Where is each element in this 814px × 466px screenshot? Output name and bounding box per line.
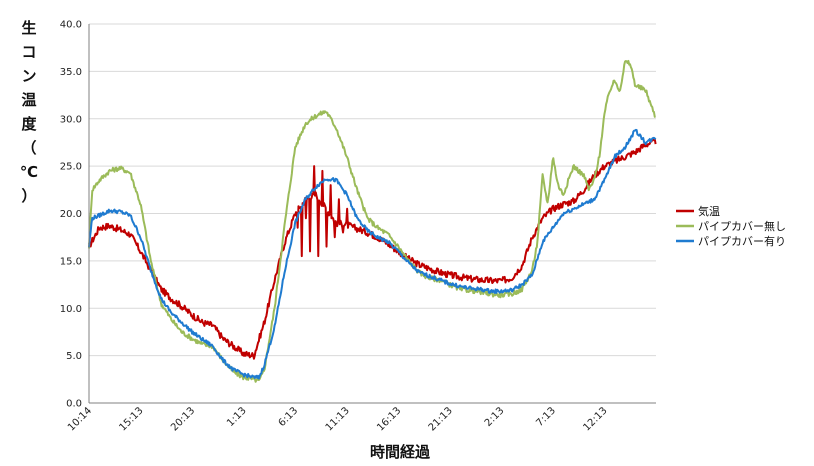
y-axis-label: 生コン温度（℃）: [20, 19, 38, 205]
x-tick-label: 10:14: [66, 405, 94, 433]
legend-label: パイプカバー有り: [698, 234, 786, 248]
x-tick-label: 2:13: [483, 405, 507, 429]
x-tick-label: 11:13: [324, 405, 352, 433]
y-tick-label: 35.0: [60, 67, 82, 78]
y-tick-label: 40.0: [60, 20, 82, 31]
series-line: [88, 138, 657, 360]
x-axis-ticks: 10:14 15:13 20:13 1:13 6:13 11:13 16:13 21:13 2:…: [66, 405, 610, 433]
y-tick-label: 15.0: [60, 256, 82, 267]
y-tick-label: 0.0: [66, 399, 82, 410]
x-tick-label: 20:13: [169, 405, 197, 433]
series-line: [88, 59, 656, 383]
series-lines: [88, 59, 657, 383]
x-axis-label: 時間経過: [370, 443, 431, 461]
y-tick-label: 20.0: [60, 209, 82, 220]
x-tick-label: 16:13: [375, 405, 403, 433]
y-axis-ticks: 0.0 5.0 10.0 15.0 20.0 25.0 30.0 35.0 40.0: [60, 20, 82, 410]
x-tick-label: 21:13: [427, 405, 455, 433]
legend-label: 気温: [698, 204, 720, 218]
plot-axes: [88, 24, 656, 404]
series-line: [88, 128, 657, 380]
y-tick-label: 5.0: [66, 351, 82, 362]
x-tick-label: 7:13: [534, 405, 558, 429]
legend-label: パイプカバー無し: [698, 219, 786, 233]
chart-gridlines: [89, 23, 656, 404]
y-tick-label: 10.0: [60, 304, 82, 315]
x-tick-label: 1:13: [225, 405, 249, 429]
y-tick-label: 30.0: [60, 114, 82, 125]
y-tick-label: 25.0: [60, 162, 82, 173]
x-tick-label: 12:13: [581, 405, 609, 433]
x-tick-label: 15:13: [118, 405, 146, 433]
x-tick-label: 6:13: [277, 405, 301, 429]
